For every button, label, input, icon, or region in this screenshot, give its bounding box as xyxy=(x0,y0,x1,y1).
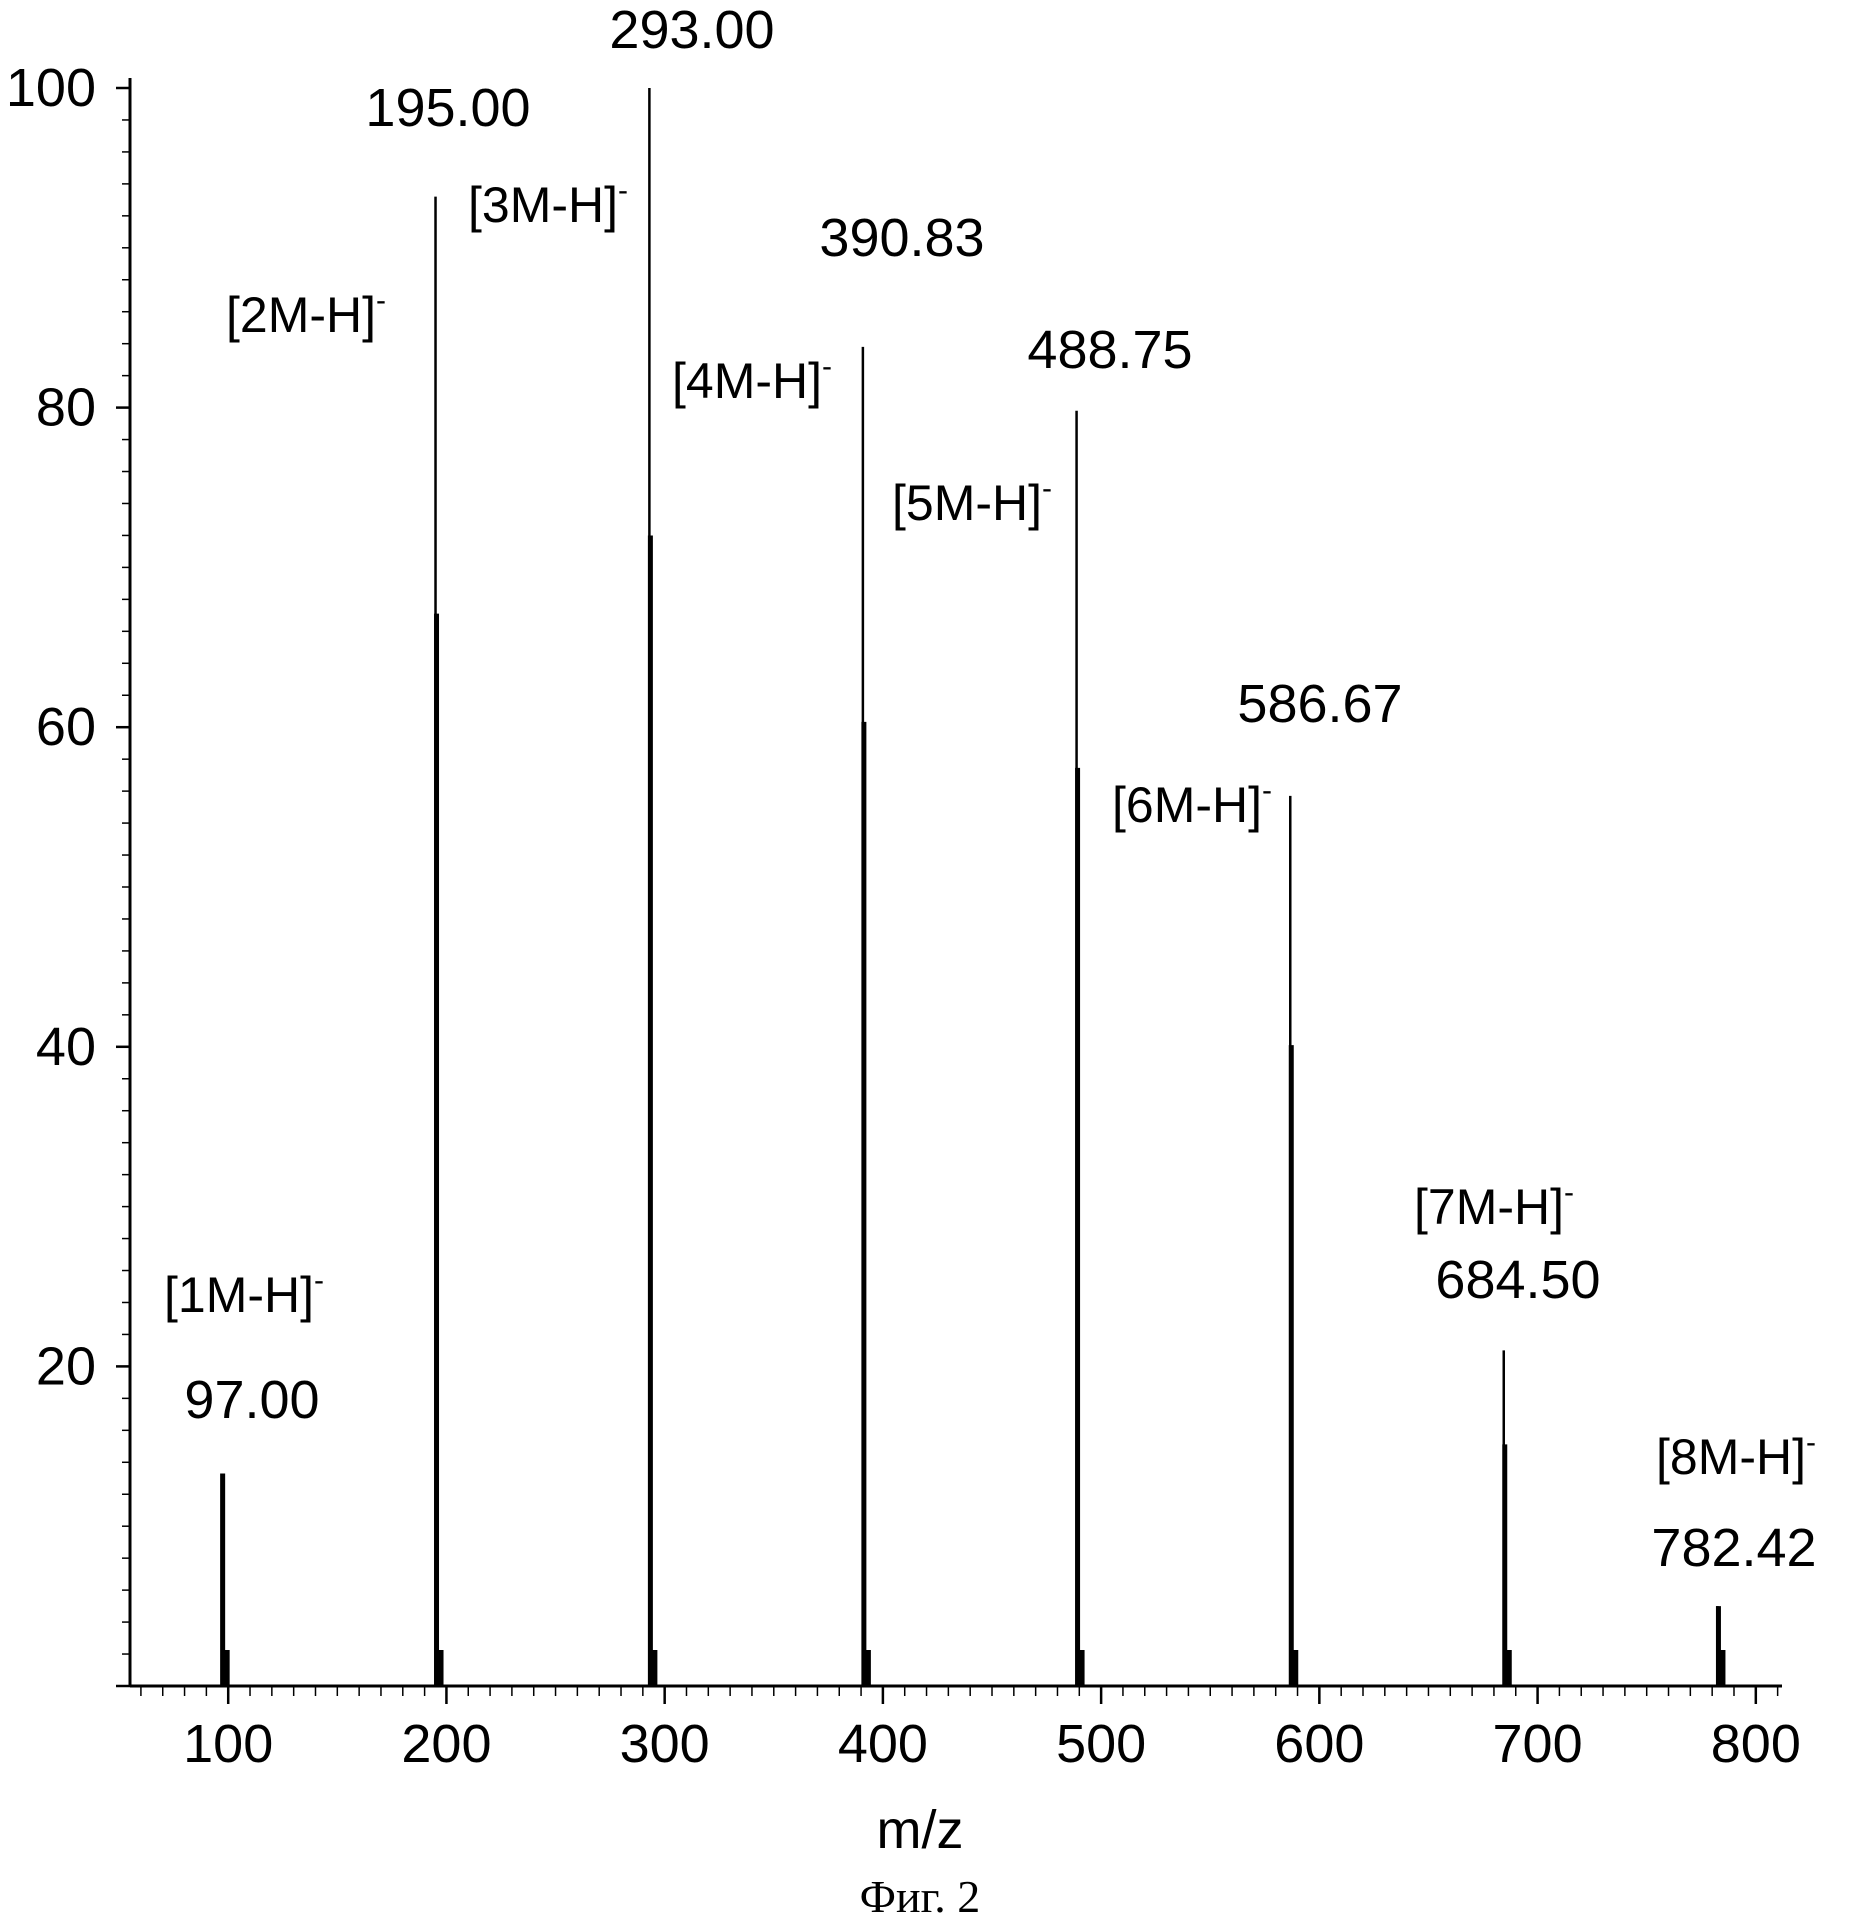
peak-mz-label: 97.00 xyxy=(184,1370,319,1430)
peak-mz-label: 488.75 xyxy=(1027,320,1192,380)
y-tick-label: 20 xyxy=(36,1336,96,1396)
peak-mz-label: 586.67 xyxy=(1237,674,1402,734)
peaks-layer xyxy=(222,88,1726,1686)
peak-shoulder xyxy=(864,1650,871,1686)
y-tick-label: 60 xyxy=(36,697,96,757)
peak-ion-label: [1M-H]- xyxy=(164,1264,324,1323)
peak-mz-label: 293.00 xyxy=(609,0,774,60)
peak-shoulder xyxy=(437,1650,444,1686)
y-tick-label: 100 xyxy=(6,58,96,118)
x-tick-label: 100 xyxy=(183,1714,273,1774)
peak-shoulder xyxy=(223,1650,230,1686)
peak-shoulder xyxy=(1505,1650,1512,1686)
peak-ion-charge: - xyxy=(314,1264,324,1297)
x-tick-label: 500 xyxy=(1056,1714,1146,1774)
x-tick-label: 200 xyxy=(401,1714,491,1774)
y-tick-label: 80 xyxy=(36,378,96,438)
peak-shoulder xyxy=(1718,1650,1725,1686)
x-axis-title: m/z xyxy=(877,1800,964,1860)
peak-ion-charge: - xyxy=(376,284,386,317)
peak-ion-label: [4M-H]- xyxy=(672,350,832,409)
peak-shoulder xyxy=(650,1650,657,1686)
peak-ion-charge: - xyxy=(1042,472,1052,505)
x-tick-label: 600 xyxy=(1274,1714,1364,1774)
peak-ion-label: [6M-H]- xyxy=(1112,774,1272,833)
peak-ion-charge: - xyxy=(1564,1176,1574,1209)
peak-ion-charge: - xyxy=(618,174,628,207)
peak-mz-label: 195.00 xyxy=(365,78,530,138)
peak-shoulder xyxy=(1078,1650,1085,1686)
peak-ion-label: [8M-H]- xyxy=(1656,1426,1816,1485)
x-tick-label: 400 xyxy=(838,1714,928,1774)
peak-ion-label: [3M-H]- xyxy=(468,174,628,233)
peak-shoulder xyxy=(1291,1650,1298,1686)
x-tick-label: 700 xyxy=(1493,1714,1583,1774)
y-tick-label: 40 xyxy=(36,1017,96,1077)
peak-ion-label: [2M-H]- xyxy=(226,284,386,343)
peak-ion-charge: - xyxy=(1806,1426,1816,1459)
peak-ion-charge: - xyxy=(1262,774,1272,807)
x-tick-label: 800 xyxy=(1711,1714,1801,1774)
peak-ion-label: [7M-H]- xyxy=(1414,1176,1574,1235)
peak-ion-label: [5M-H]- xyxy=(892,472,1052,531)
peak-mz-label: 782.42 xyxy=(1651,1518,1816,1578)
peak-mz-label: 390.83 xyxy=(819,208,984,268)
x-tick-label: 300 xyxy=(620,1714,710,1774)
peak-mz-label: 684.50 xyxy=(1435,1250,1600,1310)
figure-caption: Фиг. 2 xyxy=(860,1871,981,1922)
peak-ion-charge: - xyxy=(822,350,832,383)
labels-layer: 97.00 [1M-H]- 195.00 [2M-H]- 293.00 [3M-H]- 39… xyxy=(164,0,1817,1578)
